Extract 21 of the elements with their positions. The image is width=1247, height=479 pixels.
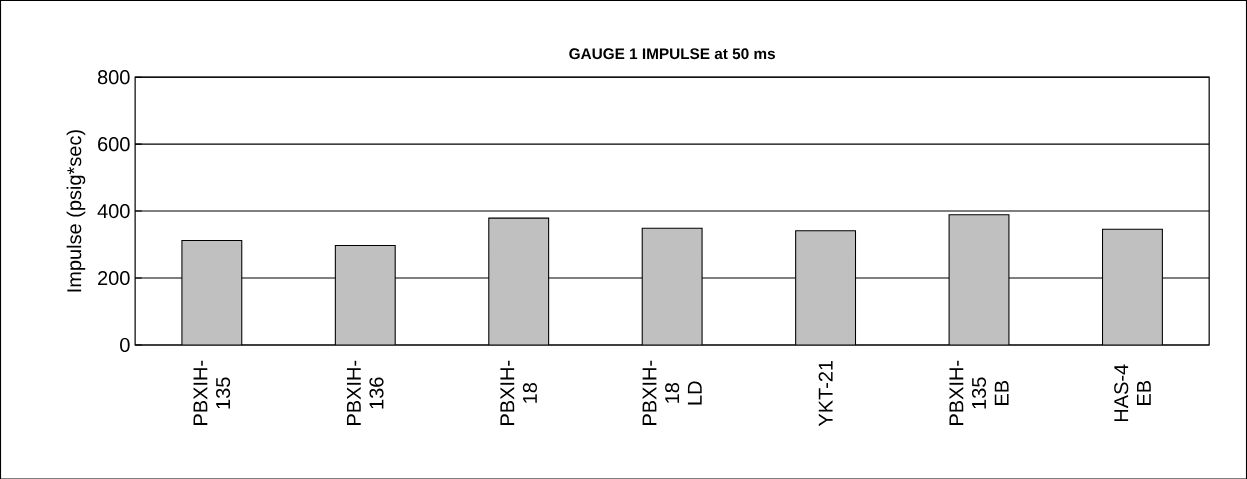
y-tick-label: 200 bbox=[98, 270, 130, 285]
chart-title: GAUGE 1 IMPULSE at 50 ms bbox=[569, 48, 775, 59]
y-axis-title: Impulse (psig*sec) bbox=[66, 129, 86, 292]
bar bbox=[641, 227, 703, 345]
x-tick-label: PBXIH-135 bbox=[193, 360, 231, 425]
bar bbox=[334, 244, 396, 345]
bar bbox=[488, 217, 550, 345]
y-tick-label: 0 bbox=[120, 337, 130, 352]
x-tick-label: PBXIH-136 bbox=[346, 360, 384, 425]
x-tick-label: HAS-4 EB bbox=[1114, 364, 1151, 421]
y-tick-label: 600 bbox=[98, 136, 130, 151]
x-tick-label: PBXIH-18 LD bbox=[642, 360, 702, 425]
bar bbox=[948, 214, 1010, 345]
x-tick-label: YKT-21 bbox=[818, 360, 833, 426]
y-tick-label: 400 bbox=[97, 203, 130, 218]
x-tick-label: PBXIH-18 bbox=[500, 360, 537, 425]
bar bbox=[795, 230, 857, 345]
bar bbox=[181, 239, 243, 345]
y-tick-label: 800 bbox=[97, 69, 130, 85]
bar bbox=[1101, 228, 1163, 345]
x-tick-label: PBXIH-135 EB bbox=[949, 360, 1009, 425]
